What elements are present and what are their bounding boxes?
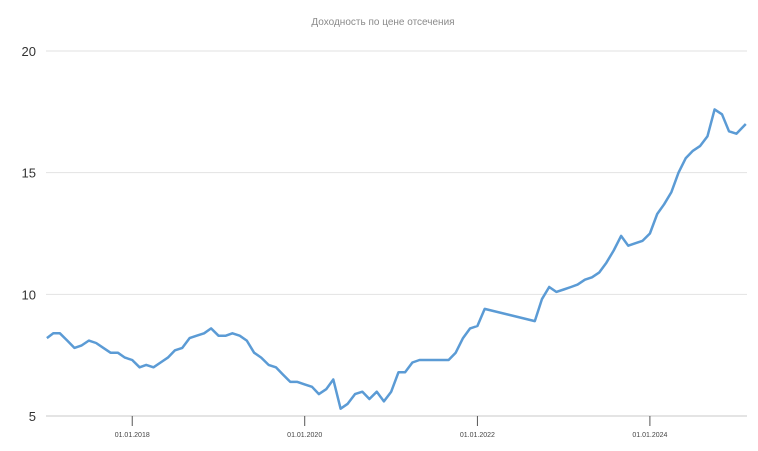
y-tick-label: 5: [29, 409, 36, 424]
yield-series-line: [46, 108, 747, 410]
y-tick-label: 20: [22, 44, 36, 59]
x-tick-label: 01.01.2020: [287, 432, 322, 439]
y-tick-label: 15: [22, 166, 36, 181]
y-tick-label: 10: [22, 287, 36, 302]
x-tick-label: 01.01.2018: [115, 432, 150, 439]
x-tick-label: 01.01.2022: [460, 432, 495, 439]
chart-title: Доходность по цене отсечения: [311, 17, 454, 28]
x-tick-label: 01.01.2024: [632, 432, 667, 439]
